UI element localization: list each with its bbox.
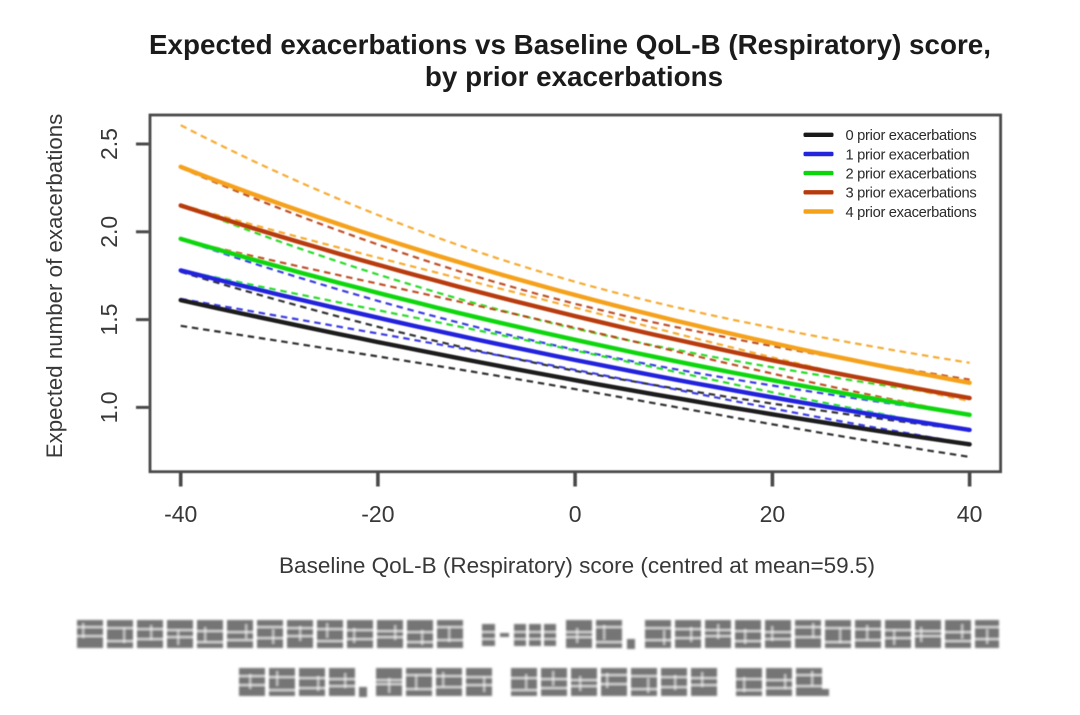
svg-text:Expected exacerbations vs Base: Expected exacerbations vs Baseline QoL-B… — [149, 29, 991, 60]
svg-text:1 prior exacerbation: 1 prior exacerbation — [846, 147, 970, 163]
svg-text:0 prior exacerbations: 0 prior exacerbations — [846, 128, 977, 144]
svg-text:Baseline QoL-B (Respiratory) s: Baseline QoL-B (Respiratory) score (cent… — [279, 553, 875, 578]
svg-text:40: 40 — [957, 501, 983, 527]
svg-text:20: 20 — [760, 501, 786, 527]
svg-text:3 prior exacerbations: 3 prior exacerbations — [846, 186, 977, 202]
svg-text:1.0: 1.0 — [96, 391, 122, 423]
svg-text:2.5: 2.5 — [96, 128, 122, 160]
svg-text:4 prior exacerbations: 4 prior exacerbations — [846, 205, 977, 221]
svg-text:1.5: 1.5 — [96, 304, 122, 336]
svg-text:0: 0 — [569, 501, 582, 527]
svg-text:-20: -20 — [361, 501, 394, 527]
svg-text:by prior exacerbations: by prior exacerbations — [425, 61, 723, 92]
svg-text:-40: -40 — [164, 501, 197, 527]
svg-text:Expected number of exacerbatio: Expected number of exacerbations — [42, 114, 67, 459]
svg-text:2.0: 2.0 — [96, 216, 122, 248]
svg-text:2 prior exacerbations: 2 prior exacerbations — [846, 167, 977, 183]
